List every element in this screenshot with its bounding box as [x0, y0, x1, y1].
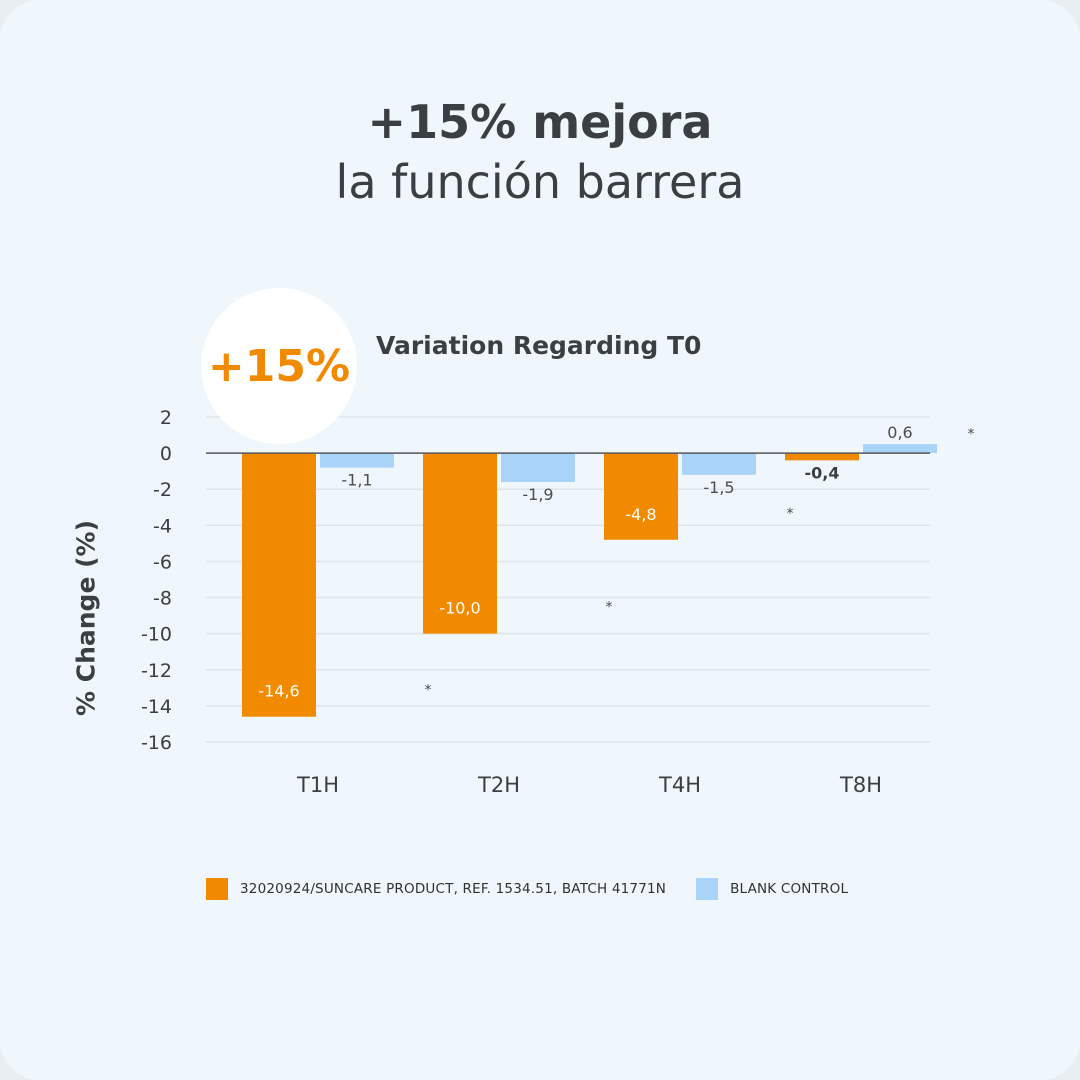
y-tick-label: -16	[141, 732, 172, 754]
legend-item-product: 32020924/SUNCARE PRODUCT, REF. 1534.51, …	[206, 878, 666, 900]
legend-label-product: 32020924/SUNCARE PRODUCT, REF. 1534.51, …	[240, 881, 667, 897]
data-label: -1,9	[522, 485, 553, 504]
bar-product-t1h	[242, 453, 316, 717]
significance-mark: *	[425, 683, 432, 699]
bar-control-t4h	[682, 453, 756, 475]
headline: +15% mejora la función barrera	[0, 92, 1080, 212]
y-tick-label: 0	[160, 443, 172, 465]
x-tick-label: T1H	[296, 773, 339, 797]
significance-mark: *	[968, 426, 975, 442]
bar-control-t1h	[320, 453, 394, 468]
data-label: -1,1	[341, 471, 372, 490]
improvement-badge: +15%	[201, 288, 357, 444]
bar-product-t2h	[423, 453, 497, 634]
bar-control-t8h	[863, 444, 937, 454]
legend-label-control: BLANK CONTROL	[730, 881, 849, 897]
bar-control-t2h	[501, 453, 575, 482]
y-tick-label: -8	[153, 588, 172, 610]
chart-title: Variation Regarding T0	[376, 331, 702, 360]
significance-mark: *	[787, 506, 794, 522]
y-tick-label: -2	[153, 479, 172, 501]
data-label: -14,6	[258, 682, 299, 701]
data-label: -4,8	[625, 505, 656, 524]
x-tick-label: T8H	[839, 773, 882, 797]
data-label: -1,5	[703, 478, 734, 497]
data-label: -10,0	[439, 599, 480, 618]
y-tick-label: -4	[153, 515, 172, 537]
y-tick-label: -14	[141, 696, 172, 718]
y-tick-label: -12	[141, 660, 172, 682]
y-tick-label: -6	[153, 551, 172, 573]
x-tick-label: T2H	[477, 773, 520, 797]
data-label: 0,6	[887, 423, 912, 442]
y-axis-title: % Change (%)	[71, 519, 101, 717]
legend-swatch-control	[696, 878, 719, 900]
data-label: -0,4	[805, 463, 840, 482]
y-tick-label: -10	[141, 624, 172, 646]
y-tick-label: 2	[160, 407, 172, 429]
bar-product-t8h	[785, 453, 859, 461]
legend: 32020924/SUNCARE PRODUCT, REF. 1534.51, …	[206, 878, 878, 900]
significance-mark: *	[606, 600, 613, 616]
legend-item-control: BLANK CONTROL	[696, 878, 848, 900]
x-tick-label: T4H	[658, 773, 701, 797]
headline-line2: la función barrera	[335, 155, 745, 209]
headline-line1: +15% mejora	[367, 95, 713, 149]
bar-product-t4h	[604, 453, 678, 540]
legend-swatch-product	[206, 878, 228, 900]
